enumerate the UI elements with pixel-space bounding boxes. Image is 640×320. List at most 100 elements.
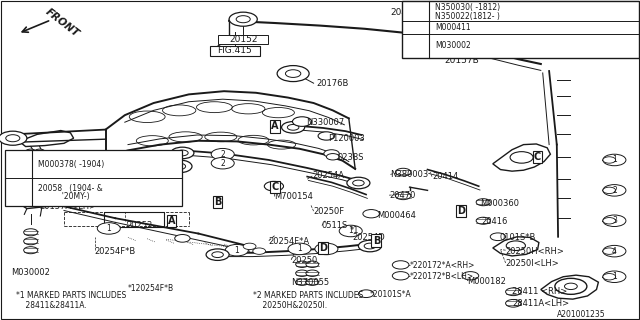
Circle shape: [306, 261, 319, 268]
Circle shape: [318, 132, 335, 140]
Circle shape: [396, 168, 411, 176]
Circle shape: [603, 215, 626, 227]
Circle shape: [555, 278, 587, 294]
Circle shape: [406, 22, 425, 32]
Circle shape: [253, 248, 266, 254]
Text: FIG.415: FIG.415: [218, 46, 252, 55]
Text: *1: *1: [350, 227, 360, 236]
Circle shape: [603, 245, 626, 257]
Circle shape: [564, 283, 577, 290]
Circle shape: [45, 196, 55, 202]
Circle shape: [315, 243, 338, 255]
Circle shape: [347, 177, 370, 189]
Text: N370055: N370055: [291, 278, 330, 287]
Circle shape: [603, 154, 626, 166]
Text: D: D: [457, 206, 465, 216]
Text: 2: 2: [220, 159, 225, 168]
Text: 1: 1: [348, 227, 353, 236]
Circle shape: [288, 243, 311, 255]
Text: B: B: [372, 236, 380, 245]
Circle shape: [476, 217, 490, 224]
Circle shape: [166, 160, 192, 173]
Circle shape: [603, 157, 616, 163]
Text: 20250H<RH>: 20250H<RH>: [506, 247, 564, 256]
Circle shape: [32, 195, 45, 202]
Text: 20254F*A: 20254F*A: [269, 237, 310, 246]
Circle shape: [392, 261, 409, 269]
Circle shape: [603, 248, 616, 254]
Circle shape: [24, 229, 38, 236]
Circle shape: [326, 154, 339, 160]
Circle shape: [392, 272, 409, 280]
Circle shape: [358, 290, 374, 298]
Text: 20157A<LH>: 20157A<LH>: [40, 202, 97, 211]
Bar: [5, 150, 182, 206]
Text: 2: 2: [220, 150, 225, 159]
Text: 1: 1: [297, 244, 302, 253]
Text: '20MY-): '20MY-): [38, 192, 90, 201]
Text: 20250I<LH>: 20250I<LH>: [506, 260, 559, 268]
Text: 3: 3: [612, 216, 617, 225]
Circle shape: [306, 279, 319, 285]
Text: 20157 <RH>: 20157 <RH>: [40, 190, 95, 199]
Circle shape: [363, 210, 380, 218]
Circle shape: [406, 41, 425, 51]
Text: 20254F*B: 20254F*B: [95, 247, 136, 256]
Text: 20254A: 20254A: [312, 172, 344, 180]
Circle shape: [490, 233, 506, 241]
Circle shape: [306, 270, 319, 276]
Text: N350030( -1812): N350030( -1812): [435, 3, 500, 12]
Circle shape: [476, 199, 490, 206]
Text: M000360: M000360: [480, 199, 519, 208]
Text: *120254F*B: *120254F*B: [128, 284, 174, 293]
Text: A: A: [168, 216, 175, 226]
Text: A: A: [271, 121, 279, 132]
Text: M000182: M000182: [467, 277, 506, 286]
Bar: [402, 1, 639, 58]
Circle shape: [243, 243, 256, 250]
Circle shape: [396, 192, 411, 200]
Circle shape: [24, 247, 38, 254]
Text: *2 MARKED PARTS INCLUDES
    20250H&20250I.: *2 MARKED PARTS INCLUDES 20250H&20250I.: [253, 291, 363, 310]
Text: 20414: 20414: [432, 172, 458, 181]
Text: M030002: M030002: [435, 41, 471, 50]
Text: 4: 4: [16, 160, 21, 169]
Circle shape: [206, 249, 229, 260]
Circle shape: [229, 12, 257, 26]
Circle shape: [26, 149, 36, 154]
Text: 20152: 20152: [229, 36, 257, 44]
Circle shape: [225, 244, 248, 256]
Circle shape: [173, 163, 186, 170]
Text: 28411 <RH>: 28411 <RH>: [512, 287, 567, 296]
Circle shape: [456, 38, 479, 50]
Circle shape: [287, 124, 299, 130]
Text: P120003: P120003: [328, 134, 365, 143]
Text: C: C: [271, 182, 279, 192]
Circle shape: [324, 150, 339, 157]
Text: 20058   (1904- &: 20058 (1904- &: [38, 184, 103, 193]
Circle shape: [171, 147, 194, 159]
Text: D: D: [319, 243, 327, 253]
Text: 2: 2: [413, 23, 418, 32]
Circle shape: [282, 122, 305, 133]
Text: B: B: [214, 197, 221, 207]
Circle shape: [285, 70, 301, 77]
Text: N350022(1812- ): N350022(1812- ): [435, 12, 500, 21]
Text: N330007: N330007: [306, 118, 344, 127]
Circle shape: [177, 150, 188, 156]
Circle shape: [24, 238, 38, 245]
Circle shape: [353, 180, 364, 186]
Circle shape: [339, 225, 362, 237]
Circle shape: [603, 218, 616, 224]
Text: 1: 1: [612, 272, 617, 281]
Text: 20252: 20252: [127, 221, 153, 230]
Text: M000464: M000464: [378, 212, 417, 220]
Circle shape: [97, 223, 120, 234]
Text: M700154: M700154: [274, 192, 313, 201]
Circle shape: [358, 240, 381, 252]
Text: N380003: N380003: [390, 170, 429, 179]
Circle shape: [296, 261, 308, 268]
Text: 1: 1: [234, 246, 239, 255]
Bar: [104, 212, 164, 227]
Circle shape: [603, 187, 616, 194]
